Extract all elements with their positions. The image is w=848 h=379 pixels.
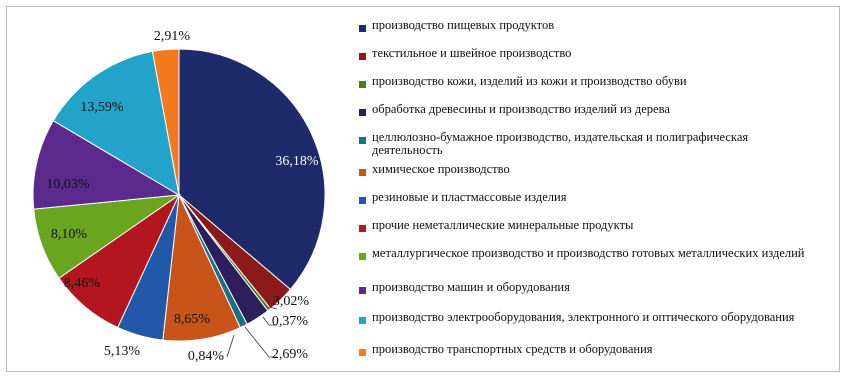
data-label: 10,03%: [46, 177, 90, 192]
legend-item: производство пищевых продуктов: [359, 19, 554, 32]
legend-label: целлюлозно-бумажное производство, издате…: [372, 130, 749, 157]
legend-item: производство транспортных средств и обор…: [359, 343, 653, 356]
data-label: 36,18%: [275, 154, 319, 169]
data-label: 0,84%: [188, 349, 225, 364]
data-label: 8,10%: [51, 227, 88, 242]
legend-swatch: [359, 317, 366, 324]
legend-label: текстильное и швейное производство: [372, 46, 572, 60]
legend-label: прочие неметаллические минеральные проду…: [372, 218, 634, 232]
pie-slice: [52, 50, 180, 196]
pie-slice: [178, 48, 326, 291]
legend-swatch: [359, 287, 366, 294]
legend-item: резиновые и пластмассовые изделия: [359, 191, 566, 204]
pie-slice: [151, 48, 180, 196]
legend-swatch: [359, 81, 366, 88]
data-label: 3,02%: [273, 294, 310, 309]
legend-label: производство кожи, изделий из кожи и про…: [372, 74, 687, 88]
legend-item: текстильное и швейное производство: [359, 47, 571, 60]
pie-chart: 36,18% 3,02% 0,37% 2,69% 0,84% 8,65% 5,13% 8,46…: [32, 29, 326, 364]
legend-swatch: [359, 225, 366, 232]
legend-label: обработка древесины и производство издел…: [372, 102, 670, 116]
legend-swatch: [359, 53, 366, 60]
legend-item: производство электрооборудования, электр…: [359, 311, 794, 324]
legend-item: металлургическое производство и производ…: [359, 247, 805, 260]
legend-swatch: [359, 197, 366, 204]
legend-item: производство кожи, изделий из кожи и про…: [359, 75, 687, 88]
legend-item: целлюлозно-бумажное производство, издате…: [359, 131, 812, 157]
legend-swatch: [359, 169, 366, 176]
legend-label: производство электрооборудования, электр…: [372, 310, 795, 324]
legend-item: прочие неметаллические минеральные проду…: [359, 219, 633, 232]
data-label: 13,59%: [80, 100, 124, 115]
chart-frame: 36,18% 3,02% 0,37% 2,69% 0,84% 8,65% 5,13% 8,46…: [6, 6, 840, 372]
data-label: 8,46%: [64, 276, 101, 291]
pie-slice: [32, 120, 181, 210]
data-label: 0,37%: [272, 314, 309, 329]
legend-label: производство пищевых продуктов: [372, 18, 555, 32]
data-label: 2,91%: [154, 29, 191, 44]
leader-line: [268, 306, 278, 310]
legend-item: производство машин и оборудования: [359, 281, 570, 294]
data-label: 2,69%: [272, 347, 309, 362]
legend-item: химическое производство: [359, 163, 510, 176]
data-label: 5,13%: [104, 344, 141, 359]
leader-line: [226, 334, 235, 358]
legend-swatch: [359, 25, 366, 32]
legend-swatch: [359, 349, 366, 356]
leader-line: [244, 326, 277, 358]
legend-label: химическое производство: [372, 162, 510, 176]
legend-label: металлургическое производство и производ…: [372, 246, 805, 260]
legend-swatch: [359, 109, 366, 116]
leader-line: [262, 316, 277, 326]
legend-label: производство транспортных средств и обор…: [372, 342, 653, 356]
legend-label: резиновые и пластмассовые изделия: [372, 190, 567, 204]
legend-swatch: [359, 253, 366, 260]
legend-item: обработка древесины и производство издел…: [359, 103, 670, 116]
data-label: 8,65%: [174, 312, 211, 327]
legend-swatch: [359, 137, 366, 144]
legend-label: производство машин и оборудования: [372, 280, 570, 294]
